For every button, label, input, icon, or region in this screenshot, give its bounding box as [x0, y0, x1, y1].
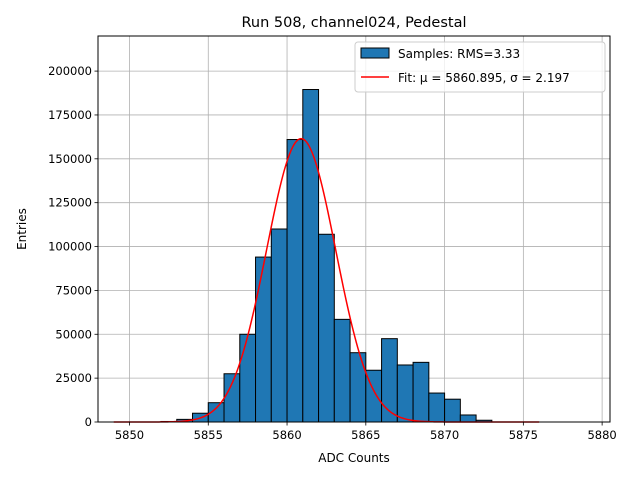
- chart-title: Run 508, channel024, Pedestal: [241, 15, 466, 31]
- histogram-bar: [318, 233, 335, 423]
- histogram-bar: [428, 392, 446, 423]
- histogram-bar: [286, 139, 304, 423]
- histogram-bar: [333, 318, 351, 423]
- histogram-bar: [349, 352, 367, 423]
- legend-histogram-label: Samples: RMS=3.33: [398, 47, 520, 61]
- legend-box: [354, 41, 606, 93]
- legend-fit-label: Fit: μ = 5860.895, σ = 2.197: [398, 71, 570, 85]
- histogram-bar: [396, 364, 414, 423]
- y-tick-label: 25000: [55, 371, 92, 385]
- y-tick-label: 175000: [48, 108, 92, 122]
- x-axis-label: ADC Counts: [318, 451, 390, 465]
- plot-frame: [97, 35, 611, 423]
- histogram-bar: [459, 414, 477, 423]
- x-tick-label: 5860: [272, 428, 301, 442]
- x-axis-ticks: 5850 5855 5860 5865 5870 5875 5880: [115, 422, 617, 442]
- y-axis-ticks: 0 25000 50000 75000 100000 125000 150000 175000…: [48, 64, 98, 429]
- y-tick-label: 150000: [48, 152, 92, 166]
- x-tick-label: 5880: [587, 428, 616, 442]
- y-tick-label: 0: [85, 415, 92, 429]
- histogram-bar: [239, 333, 257, 423]
- histogram-bar: [255, 256, 272, 423]
- legend: Samples: RMS=3.33 Fit: μ = 5860.895, σ =…: [354, 41, 606, 93]
- histogram-bar: [302, 89, 320, 423]
- x-tick-label: 5855: [194, 428, 223, 442]
- y-tick-label: 125000: [48, 196, 92, 210]
- histogram-bar: [444, 398, 461, 423]
- y-tick-label: 100000: [48, 240, 92, 254]
- histogram-bar: [270, 228, 288, 423]
- histogram-bar: [412, 361, 430, 423]
- x-tick-label: 5865: [351, 428, 380, 442]
- histogram-bar: [381, 338, 398, 423]
- y-tick-label: 200000: [48, 64, 92, 78]
- x-tick-label: 5870: [430, 428, 459, 442]
- y-tick-label: 75000: [55, 283, 92, 297]
- x-tick-label: 5850: [115, 428, 144, 442]
- histogram-bar: [223, 373, 241, 423]
- y-tick-label: 50000: [55, 327, 92, 341]
- x-tick-label: 5875: [509, 428, 538, 442]
- legend-histogram-swatch: [360, 47, 390, 59]
- y-axis-label: Entries: [15, 208, 29, 250]
